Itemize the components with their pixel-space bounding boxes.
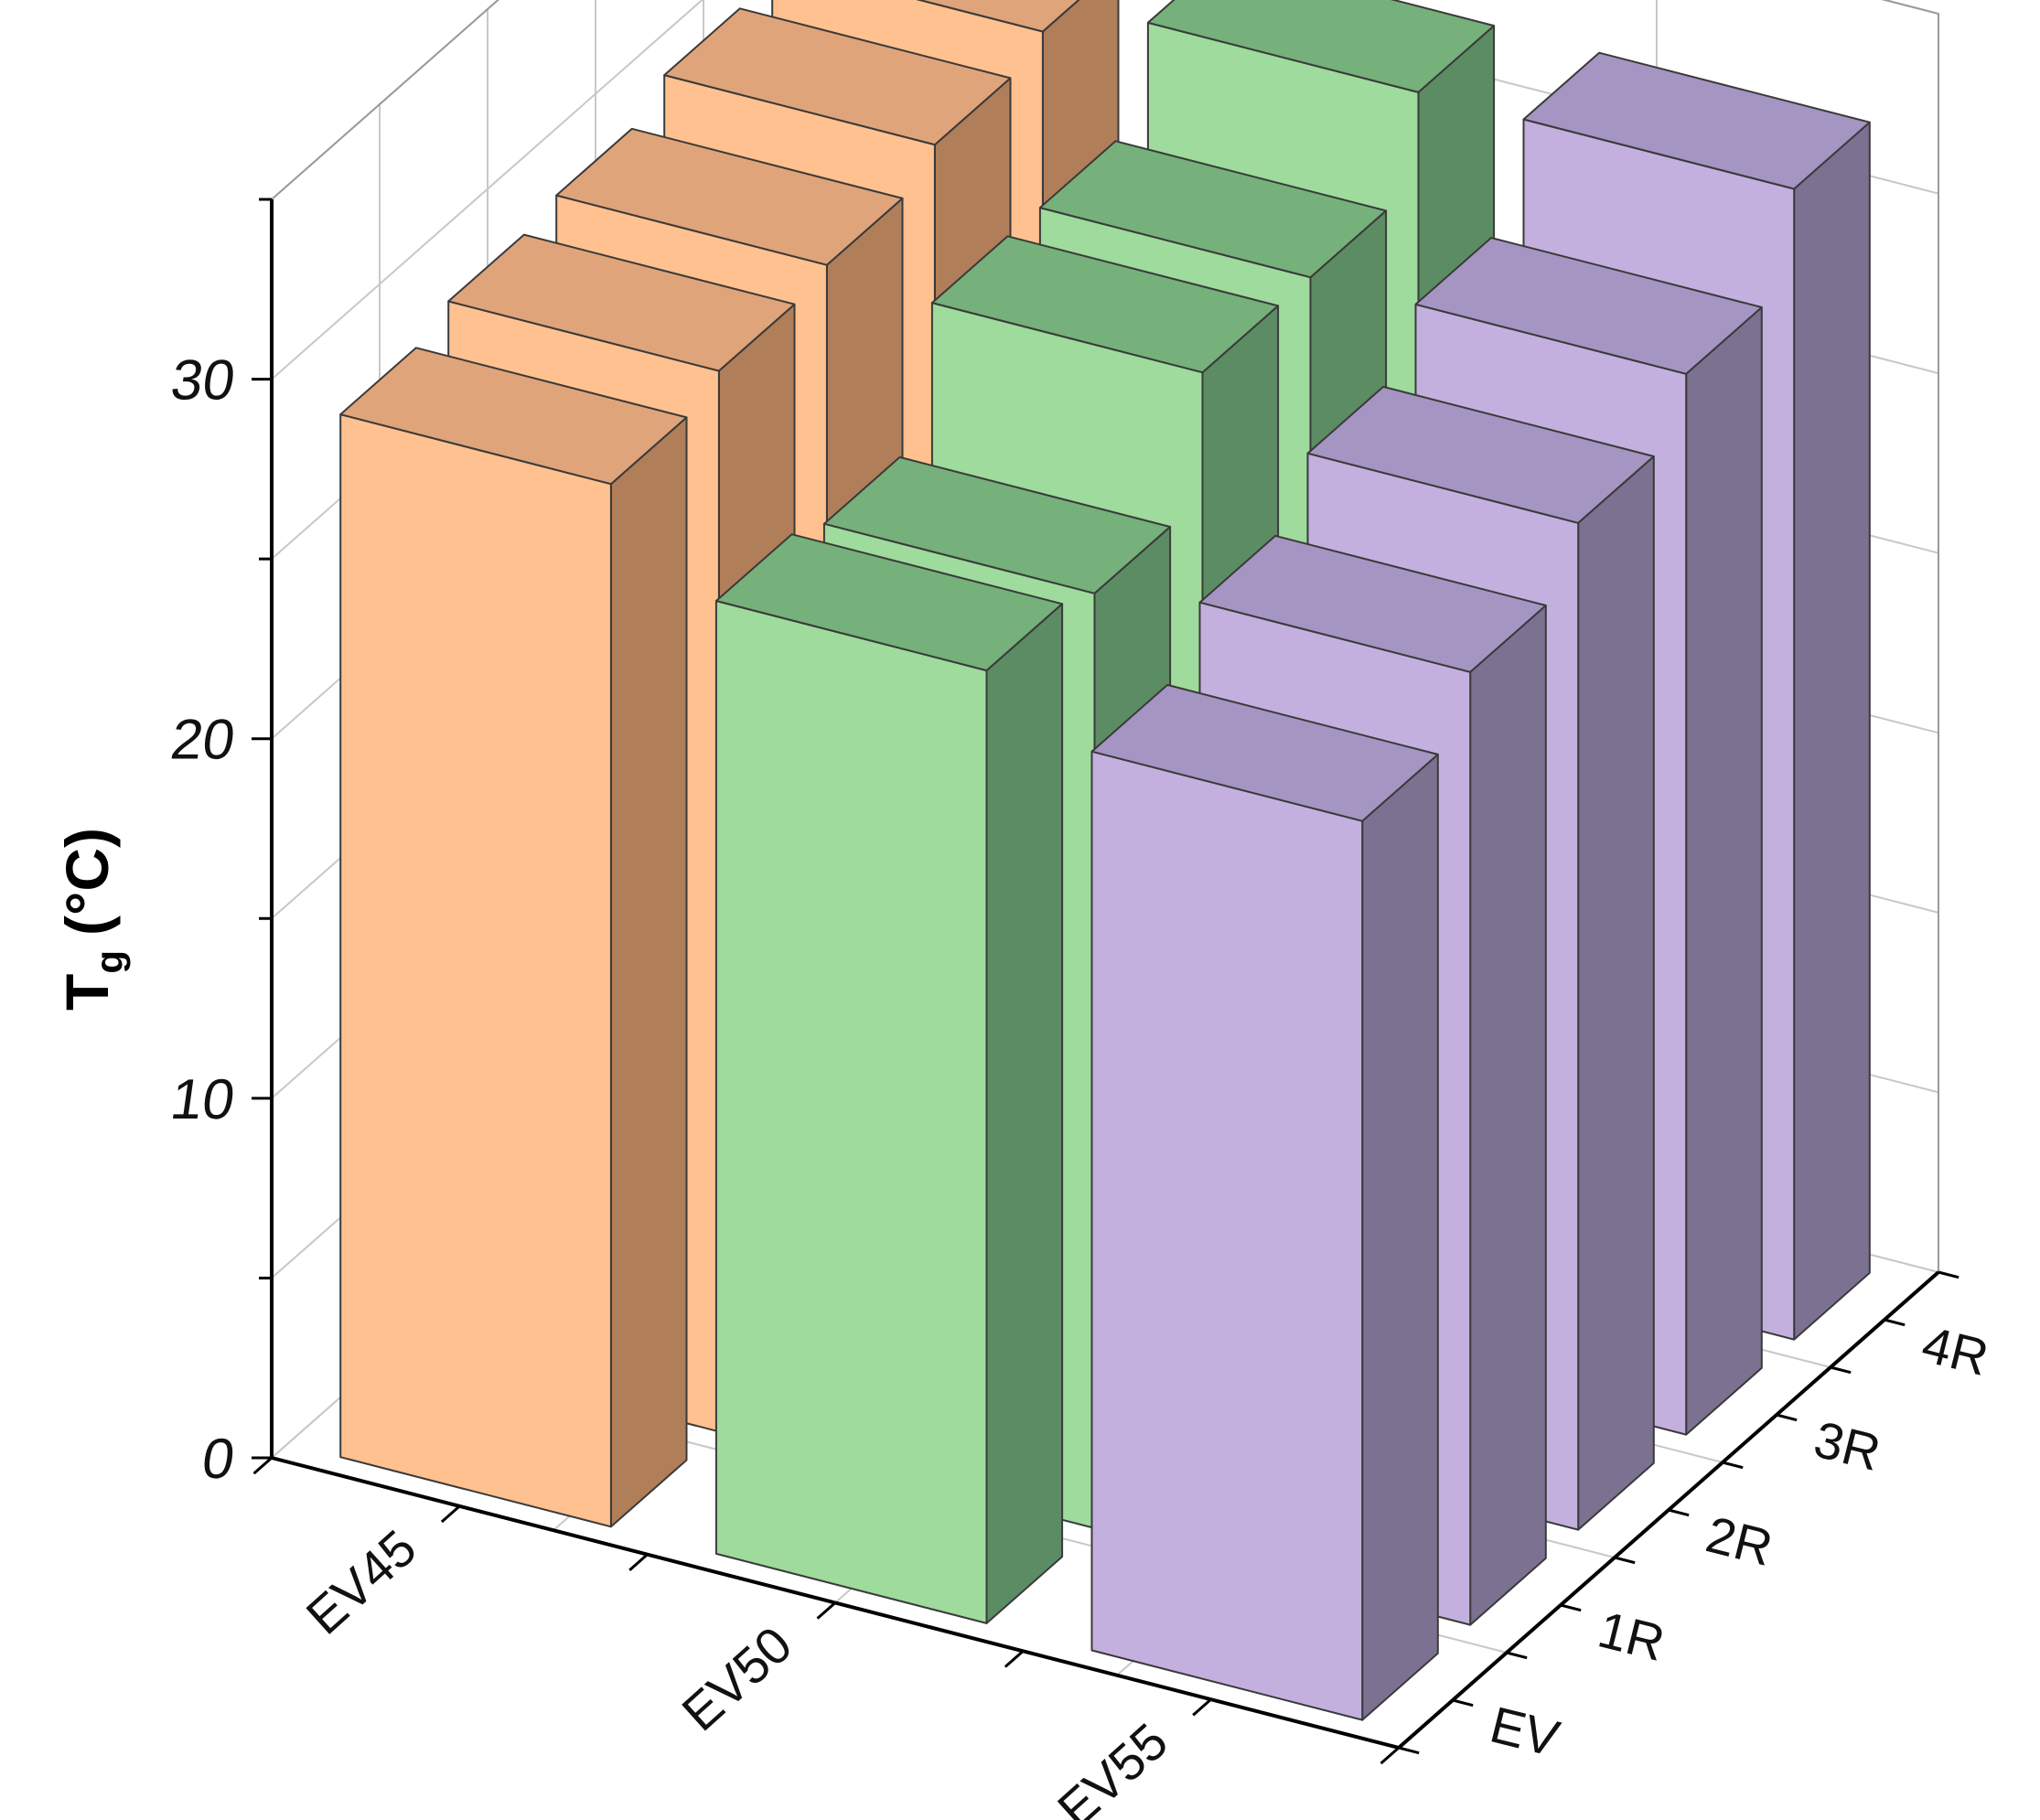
y-tick-label: 2R [1701, 1505, 1778, 1577]
y-axis-tick [1938, 1270, 1959, 1279]
bar-side-face [1793, 121, 1871, 1341]
y-axis-tick [1668, 1508, 1690, 1517]
y-tick-label: 4R [1917, 1315, 1994, 1386]
bar-top-face [1090, 683, 1439, 822]
bar-top-face [555, 127, 904, 266]
y-tick-label: 1R [1593, 1601, 1670, 1672]
bar-side-face [1685, 306, 1763, 1436]
x-axis-tick [1004, 1650, 1025, 1668]
bar-top-face [1146, 0, 1496, 93]
bar-side-face [1361, 753, 1439, 1721]
y-axis-tick [1722, 1461, 1744, 1470]
x-axis-tick [440, 1504, 461, 1524]
x-axis-tick [1380, 1746, 1400, 1765]
z-axis-label-main: T [53, 974, 121, 1011]
bar-top-face [916, 0, 1080, 33]
y-tick-label: 3R [1809, 1410, 1886, 1482]
y-axis-tick [1506, 1651, 1528, 1660]
z-axis-label: Tg (°C) [53, 828, 131, 1011]
bar-top-face [1306, 385, 1655, 524]
bar-EV55-EV [1090, 683, 1439, 1721]
bar-top-face [930, 235, 1280, 374]
y-axis-tick [1452, 1698, 1474, 1708]
x-tick-label: EV55 [1047, 1712, 1178, 1820]
bar-top-face [1414, 237, 1763, 375]
bar-top-face [339, 347, 688, 486]
bar-top-face [663, 7, 1012, 146]
bar-top-face [1522, 51, 1871, 190]
y-axis-tick [1398, 1746, 1420, 1755]
z-tick-label: 0 [199, 1428, 239, 1491]
bar-top-face [1198, 534, 1547, 673]
bar-top-face [1038, 140, 1388, 279]
z-tick-label: 30 [167, 349, 240, 412]
bar-side-face [609, 416, 688, 1528]
y-axis-tick [1776, 1413, 1798, 1422]
y-tick-label: EV [1485, 1696, 1565, 1768]
x-axis-tick [252, 1456, 273, 1475]
z-tick-label: 10 [166, 1068, 239, 1131]
side-wall-top [271, 0, 499, 200]
bar-side-face [1469, 605, 1547, 1626]
chart-bars [339, 0, 1871, 1721]
z-axis-label-unit: (°C) [53, 828, 121, 936]
chart-axes [252, 198, 1959, 1765]
bar-top-face [714, 533, 1064, 672]
bar-top-face [447, 233, 796, 372]
z-tick-label: 20 [167, 709, 240, 772]
y-axis-tick [1614, 1556, 1636, 1565]
bar-front-face [1090, 750, 1364, 1721]
bar-side-face [1577, 455, 1655, 1531]
x-axis-tick [1192, 1698, 1212, 1717]
y-axis-tick [1560, 1603, 1582, 1612]
x-tick-label: EV45 [295, 1518, 427, 1644]
y-axis-tick [1884, 1318, 1906, 1327]
x-axis-tick [628, 1553, 649, 1571]
bar-side-face [985, 603, 1064, 1624]
bar-front-face [714, 600, 988, 1624]
bar-EV50-EV [714, 533, 1064, 1624]
y-axis-tick [1830, 1365, 1852, 1375]
bar-front-face [339, 413, 612, 1528]
x-tick-label: EV50 [671, 1615, 802, 1741]
bar-top-face [822, 455, 1172, 594]
bar-EV45-EV [339, 347, 688, 1528]
z-axis-label-sub: g [88, 950, 131, 974]
x-axis-tick [816, 1601, 836, 1620]
